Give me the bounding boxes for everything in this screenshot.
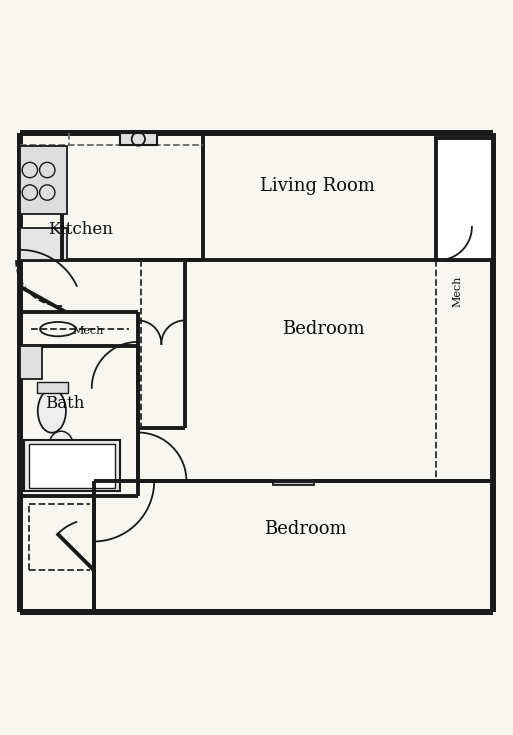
- Ellipse shape: [49, 431, 73, 459]
- Bar: [120, 133, 157, 145]
- Text: Mech: Mech: [72, 326, 103, 336]
- Bar: [20, 346, 42, 379]
- Bar: [436, 138, 493, 260]
- Bar: [273, 481, 314, 484]
- Text: Bath: Bath: [45, 395, 84, 412]
- Bar: [24, 440, 120, 491]
- Text: Living Room: Living Room: [261, 177, 376, 195]
- Bar: [36, 381, 68, 393]
- Text: Bedroom: Bedroom: [282, 320, 364, 338]
- Bar: [29, 444, 115, 488]
- Text: Kitchen: Kitchen: [48, 220, 112, 238]
- Ellipse shape: [38, 390, 66, 433]
- Text: Bedroom: Bedroom: [264, 520, 346, 538]
- Bar: [20, 146, 67, 214]
- Text: Mech: Mech: [452, 276, 463, 307]
- Bar: [20, 228, 67, 260]
